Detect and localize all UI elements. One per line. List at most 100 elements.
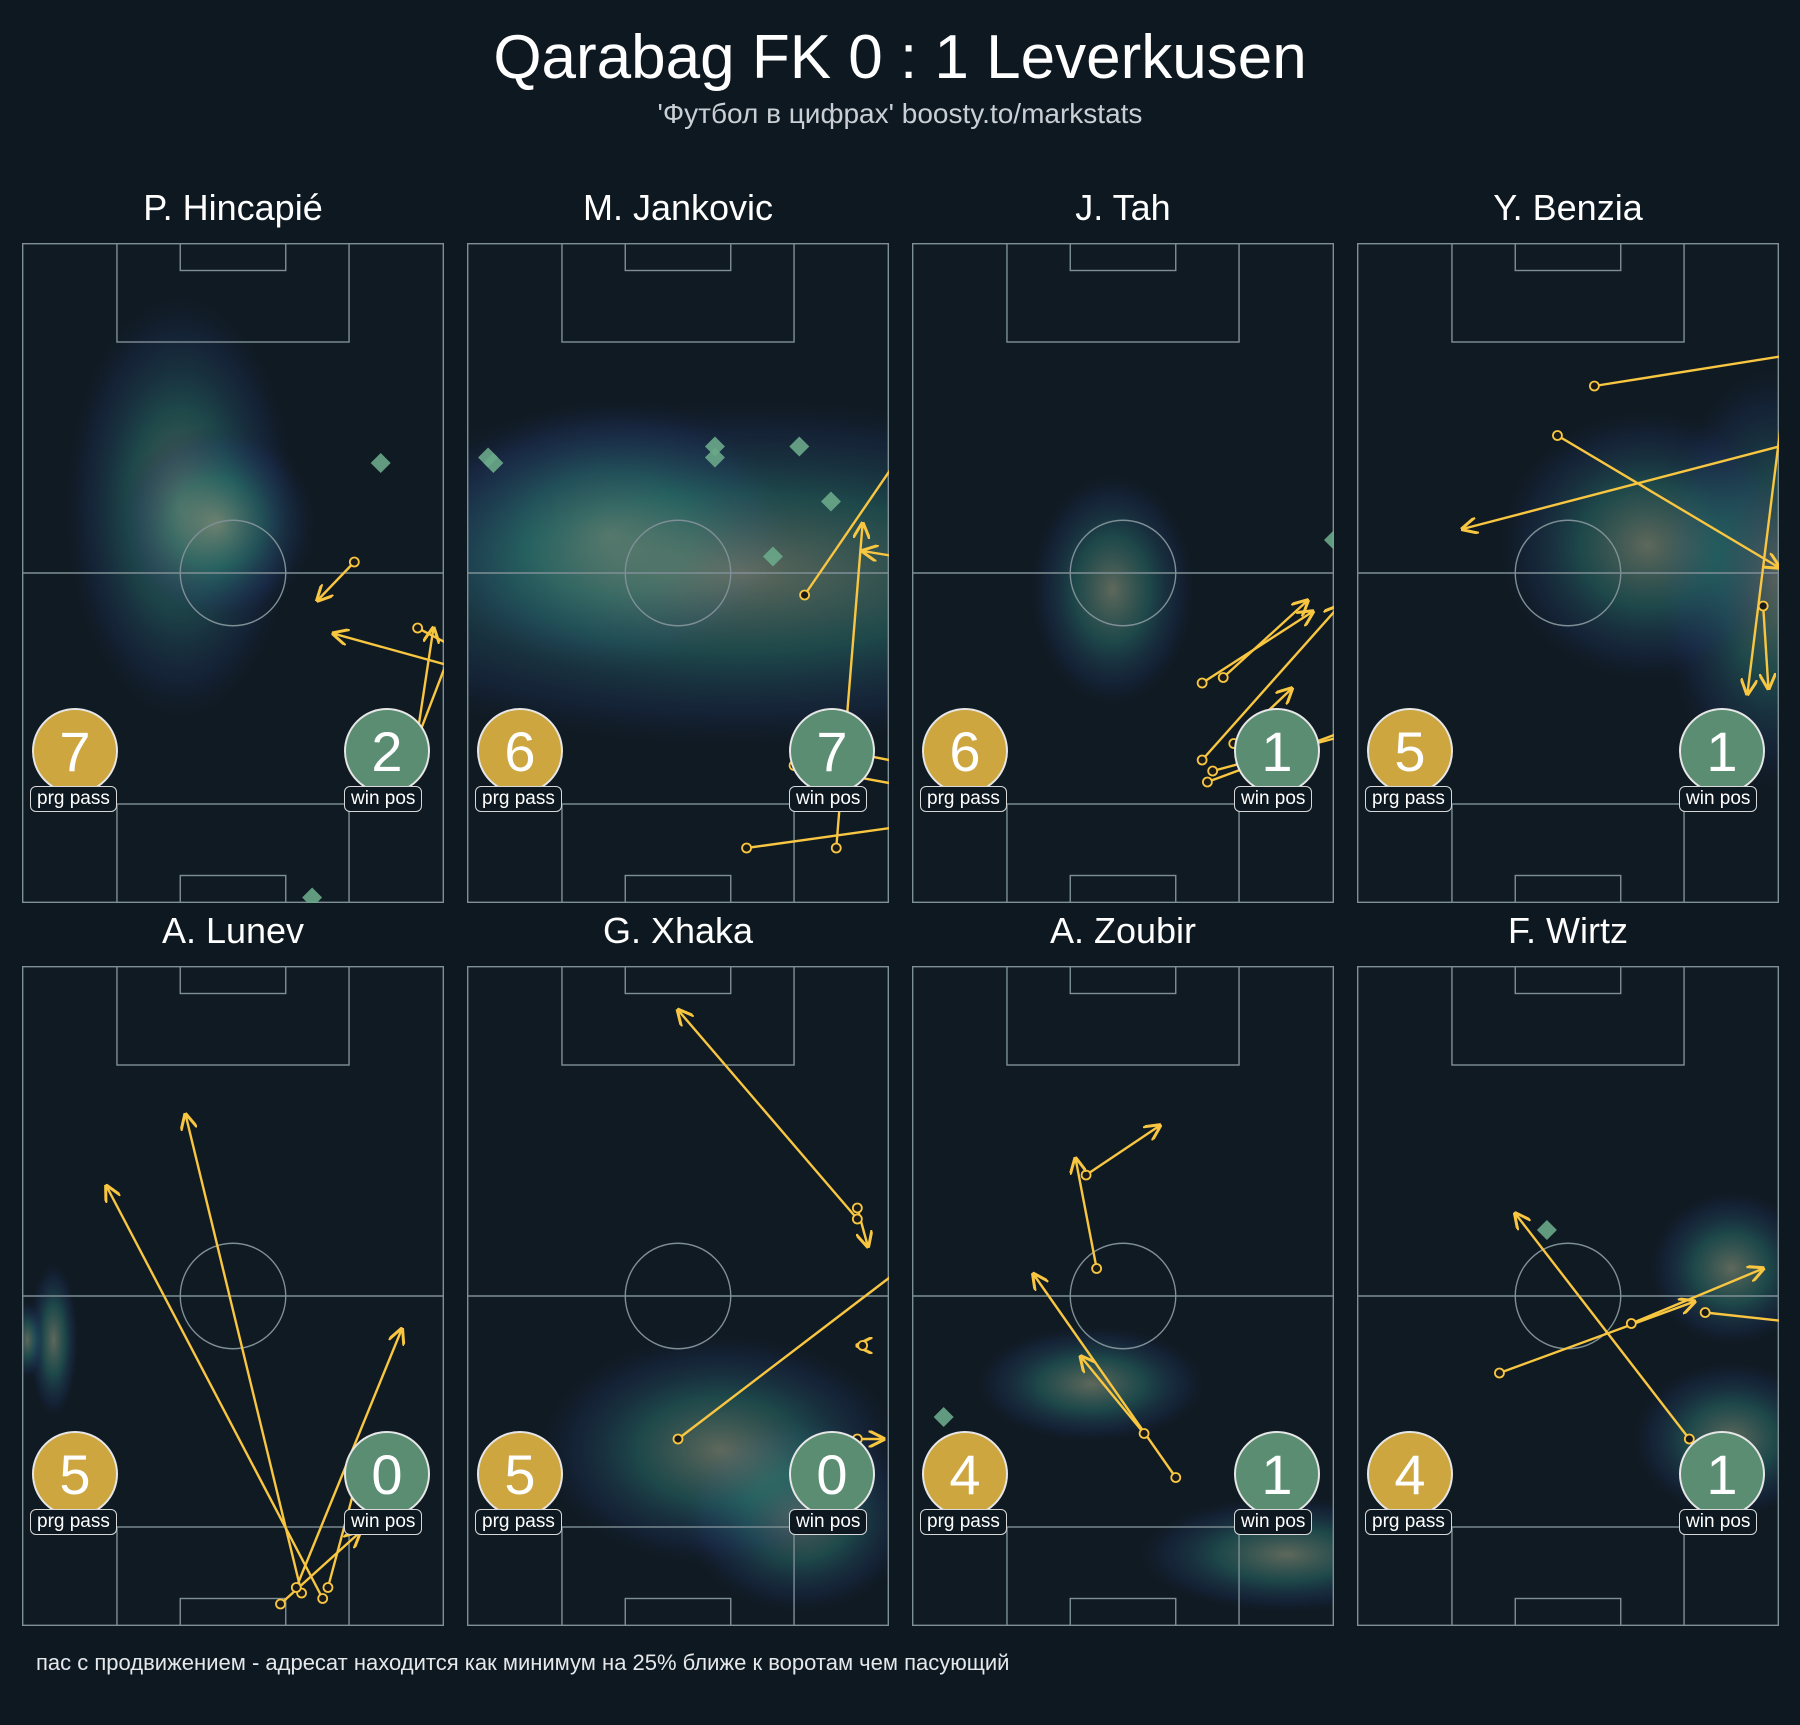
- footnote: пас с продвижением - адресат находится к…: [36, 1650, 1010, 1675]
- win-possession-label: win pos: [344, 786, 423, 812]
- pass-arrow: [1747, 429, 1779, 694]
- pass-arrow: [416, 665, 444, 739]
- pass-arrow: [746, 826, 889, 850]
- heatmap-zone: [115, 424, 319, 623]
- six-yard-box-bottom: [1514, 1597, 1622, 1626]
- pass-origin: [851, 1202, 863, 1214]
- progressive-pass-count: 5: [1367, 708, 1453, 794]
- pass-origin: [830, 842, 842, 854]
- player-panel: J. Tah 6 prg pass 1 win pos: [912, 187, 1334, 903]
- six-yard-box-bottom: [1069, 1597, 1177, 1626]
- penalty-box-top: [116, 243, 350, 343]
- six-yard-box-top: [179, 966, 287, 995]
- penalty-box-bottom: [116, 1526, 350, 1626]
- pass-arrow: [1081, 1357, 1146, 1435]
- six-yard-box-bottom: [1514, 874, 1622, 903]
- progressive-pass-count: 5: [477, 1431, 563, 1517]
- penalty-box-top: [1451, 966, 1685, 1066]
- centre-circle: [1069, 519, 1177, 627]
- win-possession-label: win pos: [1679, 786, 1758, 812]
- pass-origin: [1494, 1367, 1505, 1379]
- win-position-marker: [933, 1407, 954, 1427]
- win-position-marker: [789, 436, 810, 457]
- win-position-marker: [370, 453, 391, 473]
- win-possession-label: win pos: [1679, 1509, 1758, 1535]
- chart-title: Qarabag FK 0 : 1 Leverkusen: [493, 23, 1307, 92]
- pass-arrow: [1076, 1159, 1098, 1269]
- pass-arrow: [416, 628, 434, 733]
- centre-circle: [624, 1242, 732, 1350]
- six-yard-box-top: [624, 966, 732, 995]
- penalty-box-top: [561, 243, 795, 343]
- pass-arrow: [1705, 1311, 1779, 1322]
- player-name: J. Tah: [1075, 187, 1171, 228]
- win-position-marker: [704, 447, 725, 468]
- pass-origin: [1080, 1169, 1092, 1181]
- player-name: P. Hincapié: [143, 187, 323, 228]
- pass-origin: [290, 1582, 302, 1593]
- penalty-box-top: [1006, 966, 1240, 1066]
- player-panel: F. Wirtz 4 prg pass 1 win pos: [1357, 910, 1779, 1626]
- player-name: F. Wirtz: [1508, 910, 1628, 951]
- win-possession-count: 1: [1679, 708, 1765, 794]
- win-possession-count: 1: [1679, 1431, 1765, 1517]
- pass-origin: [1625, 1318, 1637, 1329]
- progressive-pass-label: prg pass: [1365, 1509, 1452, 1535]
- penalty-box-top: [1006, 243, 1240, 343]
- centre-circle: [179, 519, 287, 627]
- player-name: G. Xhaka: [602, 910, 754, 951]
- win-position-marker: [302, 887, 323, 903]
- six-yard-box-top: [1514, 966, 1622, 995]
- pass-origin: [412, 622, 424, 634]
- progressive-pass-label: prg pass: [30, 1509, 117, 1535]
- progressive-pass-count: 4: [922, 1431, 1008, 1517]
- pass-origin: [317, 1593, 329, 1604]
- chart-subtitle: 'Футбол в цифрах' boosty.to/markstats: [657, 98, 1143, 129]
- pass-origin: [1683, 1433, 1695, 1445]
- win-possession-label: win pos: [789, 786, 868, 812]
- win-position-marker: [1536, 1220, 1557, 1240]
- pass-origin: [1201, 776, 1213, 788]
- penalty-box-bottom: [1451, 1526, 1685, 1626]
- win-possession-count: 1: [1234, 708, 1320, 794]
- win-possession-label: win pos: [1234, 1509, 1313, 1535]
- penalty-box-bottom: [116, 803, 350, 903]
- pass-arrow: [1594, 355, 1779, 388]
- progressive-pass-count: 5: [32, 1431, 118, 1517]
- pass-arrow: [1085, 1126, 1160, 1176]
- six-yard-box-bottom: [624, 874, 732, 903]
- progressive-pass-label: prg pass: [30, 786, 117, 812]
- pass-arrow: [1630, 1269, 1763, 1325]
- pass-arrow: [1463, 445, 1779, 529]
- centre-circle: [1069, 1242, 1177, 1350]
- centre-circle: [179, 1242, 287, 1350]
- pass-origin: [1757, 600, 1769, 612]
- player-panel: M. Jankovic 6 prg pass 7 win pos: [467, 188, 889, 903]
- win-possession-label: win pos: [344, 1509, 423, 1535]
- pass-arrow: [1201, 612, 1313, 685]
- penalty-box-bottom: [1451, 803, 1685, 903]
- pass-origin: [322, 1582, 334, 1593]
- six-yard-box-top: [1069, 243, 1177, 272]
- six-yard-box-bottom: [624, 1597, 732, 1626]
- heatmap-zone: [1495, 406, 1779, 685]
- pass-arrow: [1515, 1214, 1691, 1440]
- penalty-box-top: [116, 966, 350, 1066]
- pass-origin: [741, 842, 752, 854]
- progressive-pass-label: prg pass: [1365, 786, 1452, 812]
- penalty-box-bottom: [1006, 1526, 1240, 1626]
- win-possession-count: 0: [344, 1431, 430, 1517]
- six-yard-box-bottom: [179, 1597, 287, 1626]
- centre-circle: [624, 519, 732, 627]
- pass-origin: [857, 1340, 869, 1351]
- six-yard-box-top: [179, 243, 287, 272]
- win-possession-label: win pos: [789, 1509, 868, 1535]
- pass-arrow: [1556, 434, 1779, 568]
- penalty-box-bottom: [561, 1526, 795, 1626]
- pass-origin: [1217, 672, 1229, 683]
- pass-origin: [1207, 765, 1219, 777]
- heatmap-zone: [973, 1324, 1210, 1444]
- progressive-pass-label: prg pass: [920, 1509, 1007, 1535]
- progressive-pass-label: prg pass: [920, 786, 1007, 812]
